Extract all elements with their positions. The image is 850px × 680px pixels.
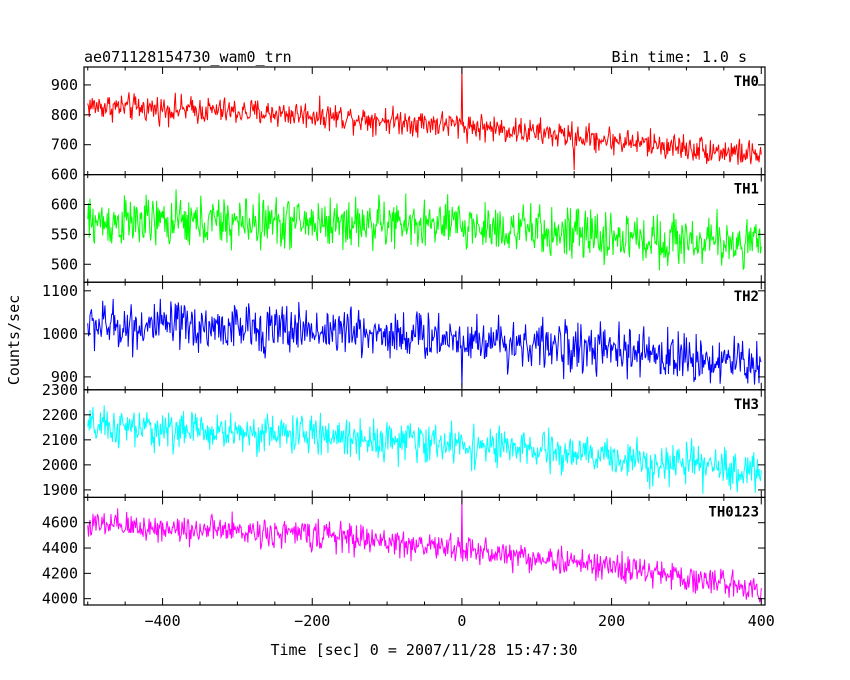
y-tick-label: 550 xyxy=(51,225,78,243)
x-tick-label: 200 xyxy=(598,612,625,630)
panel-label: TH0 xyxy=(734,74,759,90)
y-tick-label: 2100 xyxy=(42,431,78,449)
y-tick-label: 2300 xyxy=(42,381,78,399)
panel-th3: 1900 2000 2100 2200 2300 TH3 xyxy=(42,381,766,499)
y-tick-label: 900 xyxy=(51,368,78,386)
x-tick-label: −400 xyxy=(145,612,181,630)
panel-th0123: 4000 4200 4400 4600 TH0123 xyxy=(42,496,766,608)
chart-title: ae071128154730_wam0_trn xyxy=(84,48,292,66)
y-tick-label: 4400 xyxy=(42,539,78,557)
series-line-th2 xyxy=(87,298,762,388)
y-tick-label: 1900 xyxy=(42,481,78,499)
panel-label: TH1 xyxy=(734,182,759,198)
panel-label: TH2 xyxy=(734,289,759,305)
x-tick-label: 0 xyxy=(457,612,466,630)
panel-th0: 600 700 800 900 TH0 xyxy=(51,66,766,184)
y-tick-label: 800 xyxy=(51,106,78,124)
panel-th1: 500 550 600 TH1 xyxy=(51,174,766,283)
series-line-th0123 xyxy=(87,498,762,603)
series-line-th0 xyxy=(87,66,762,171)
bin-time-label: Bin time: 1.0 s xyxy=(612,48,747,66)
y-tick-label: 700 xyxy=(51,136,78,154)
panel-th2: 900 1000 1100 TH2 xyxy=(42,281,766,391)
series-line-th3 xyxy=(87,405,762,494)
x-axis-title: Time [sec] 0 = 2007/11/28 15:47:30 xyxy=(270,641,577,659)
series-line-th1 xyxy=(87,189,762,271)
y-tick-label: 500 xyxy=(51,255,78,273)
y-tick-label: 2200 xyxy=(42,406,78,424)
y-tick-label: 4600 xyxy=(42,514,78,532)
y-tick-label: 600 xyxy=(51,195,78,213)
y-tick-label: 1100 xyxy=(42,282,78,300)
y-axis-title: Counts/sec xyxy=(5,295,23,385)
panel-label: TH0123 xyxy=(708,504,759,520)
x-tick-label: 400 xyxy=(748,612,775,630)
panel-label: TH3 xyxy=(734,397,759,413)
panel-stack: 600 700 800 900 TH0 500 550 600 TH1 900 1000 1100 TH… xyxy=(42,66,775,630)
y-tick-label: 2000 xyxy=(42,456,78,474)
y-tick-label: 600 xyxy=(51,166,78,184)
y-tick-label: 900 xyxy=(51,76,78,94)
y-tick-label: 4000 xyxy=(42,590,78,608)
x-tick-label: −200 xyxy=(294,612,330,630)
y-tick-label: 4200 xyxy=(42,564,78,582)
y-tick-label: 1000 xyxy=(42,325,78,343)
